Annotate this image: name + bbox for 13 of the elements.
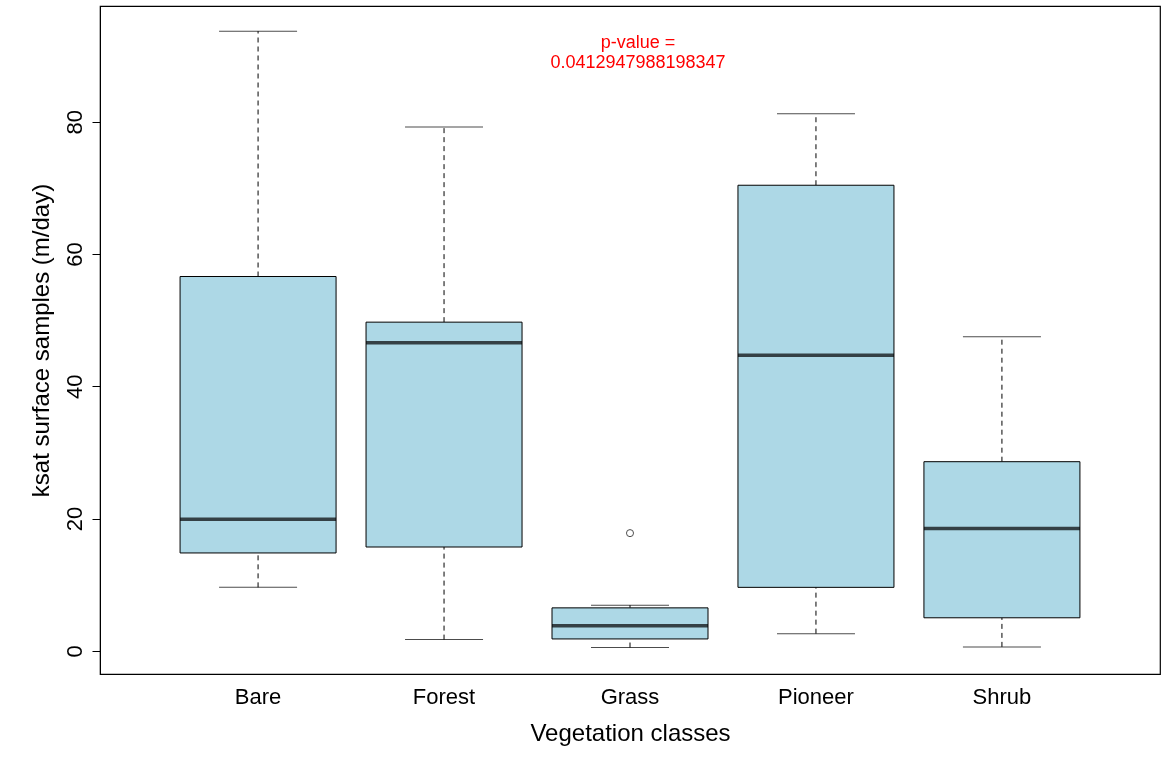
y-tick-label: 60	[61, 242, 87, 267]
x-tick-label: Grass	[600, 683, 660, 709]
x-tick-label: Shrub	[972, 683, 1032, 709]
y-tick-label: 80	[61, 110, 87, 135]
x-axis-title: Vegetation classes	[530, 718, 731, 746]
y-tick-label: 0	[61, 645, 87, 658]
y-tick-label: 40	[61, 374, 87, 400]
annotation: p-value = 0.0412947988198347	[550, 32, 726, 72]
x-tick-label: Forest	[412, 683, 476, 709]
y-axis-title: ksat surface samples (m/day)	[26, 183, 54, 498]
x-tick-label: Pioneer	[778, 683, 854, 709]
x-tick-label: Bare	[234, 683, 282, 709]
y-tick-label: 20	[61, 506, 87, 532]
